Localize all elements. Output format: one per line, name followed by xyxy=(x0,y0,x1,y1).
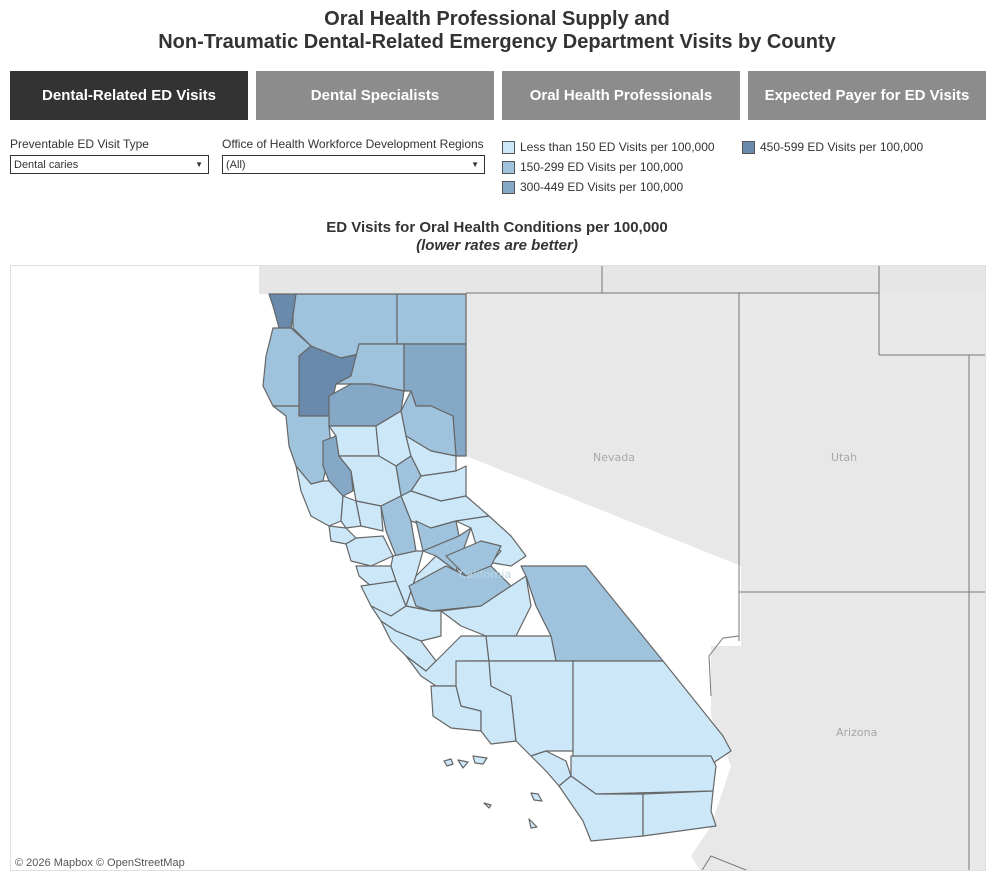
county[interactable] xyxy=(355,500,384,532)
tab-oral-health-professionals[interactable]: Oral Health Professionals xyxy=(502,71,740,120)
region-value: (All) xyxy=(226,158,246,171)
dropdown-arrow-icon: ▼ xyxy=(471,160,479,169)
visit-type-dropdown[interactable]: Dental caries ▼ xyxy=(10,155,209,174)
island xyxy=(528,818,538,829)
dropdown-arrow-icon: ▼ xyxy=(195,160,203,169)
neighbor-states-land xyxy=(259,266,985,870)
county[interactable] xyxy=(485,635,557,662)
map-subtitle: (lower rates are better) xyxy=(416,237,578,254)
island xyxy=(472,755,488,765)
visit-type-label: Preventable ED Visit Type xyxy=(10,137,149,151)
tab-dental-specialists[interactable]: Dental Specialists xyxy=(256,71,494,120)
tab-expected-payer[interactable]: Expected Payer for ED Visits xyxy=(748,71,986,120)
tab-bar: Dental-Related ED Visits Dental Speciali… xyxy=(10,71,986,120)
page-title: Oral Health Professional Supply and Non-… xyxy=(0,8,994,54)
map-title-text: ED Visits for Oral Health Conditions per… xyxy=(326,219,668,236)
legend-label: 300-449 ED Visits per 100,000 xyxy=(520,180,684,194)
legend-item-450-599[interactable]: 450-599 ED Visits per 100,000 xyxy=(742,140,923,154)
region-dropdown[interactable]: (All) ▼ xyxy=(222,155,485,174)
county[interactable] xyxy=(455,515,527,567)
island xyxy=(457,759,469,769)
legend-swatch xyxy=(502,180,515,194)
county-map[interactable]: Nevada Utah Arizona California © 2026 Ma… xyxy=(10,265,986,871)
visit-type-value: Dental caries xyxy=(14,158,79,171)
oregon-land xyxy=(259,266,985,294)
legend-label: 450-599 ED Visits per 100,000 xyxy=(760,140,924,154)
tab-dental-related-ed-visits[interactable]: Dental-Related ED Visits xyxy=(10,71,248,120)
legend-item-300-449[interactable]: 300-449 ED Visits per 100,000 xyxy=(502,180,683,194)
county[interactable] xyxy=(268,293,297,329)
region-filter: Office of Health Workforce Development R… xyxy=(222,137,485,174)
map-canvas[interactable]: Nevada Utah Arizona California xyxy=(11,266,986,871)
county[interactable] xyxy=(440,575,532,637)
legend-item-150-299[interactable]: 150-299 ED Visits per 100,000 xyxy=(502,160,683,174)
legend-label: Less than 150 ED Visits per 100,000 xyxy=(520,140,715,154)
legend-item-lt150[interactable]: Less than 150 ED Visits per 100,000 xyxy=(502,140,715,154)
title-line-1: Oral Health Professional Supply and xyxy=(324,8,670,30)
state-label-utah: Utah xyxy=(831,451,857,464)
region-label: Office of Health Workforce Development R… xyxy=(222,137,484,151)
county[interactable] xyxy=(572,660,732,767)
title-line-2: Non-Traumatic Dental-Related Emergency D… xyxy=(158,31,836,53)
county[interactable] xyxy=(415,520,460,552)
state-label-california: California xyxy=(459,568,511,581)
visit-type-filter: Preventable ED Visit Type Dental caries … xyxy=(10,137,209,174)
county[interactable] xyxy=(570,755,717,795)
legend-swatch xyxy=(502,160,515,174)
legend-label: 150-299 ED Visits per 100,000 xyxy=(520,160,684,174)
state-label-nevada: Nevada xyxy=(593,451,635,464)
county[interactable] xyxy=(396,293,467,345)
map-title: ED Visits for Oral Health Conditions per… xyxy=(0,219,994,255)
county[interactable] xyxy=(345,535,394,567)
island xyxy=(483,802,492,809)
legend-swatch xyxy=(502,140,515,154)
county[interactable] xyxy=(642,790,717,837)
state-borders xyxy=(466,266,985,870)
legend-swatch xyxy=(742,140,755,154)
state-label-arizona: Arizona xyxy=(836,726,877,739)
california-counties[interactable] xyxy=(262,293,732,842)
island xyxy=(530,792,543,802)
island xyxy=(443,758,454,767)
map-attribution[interactable]: © 2026 Mapbox © OpenStreetMap xyxy=(13,857,187,869)
